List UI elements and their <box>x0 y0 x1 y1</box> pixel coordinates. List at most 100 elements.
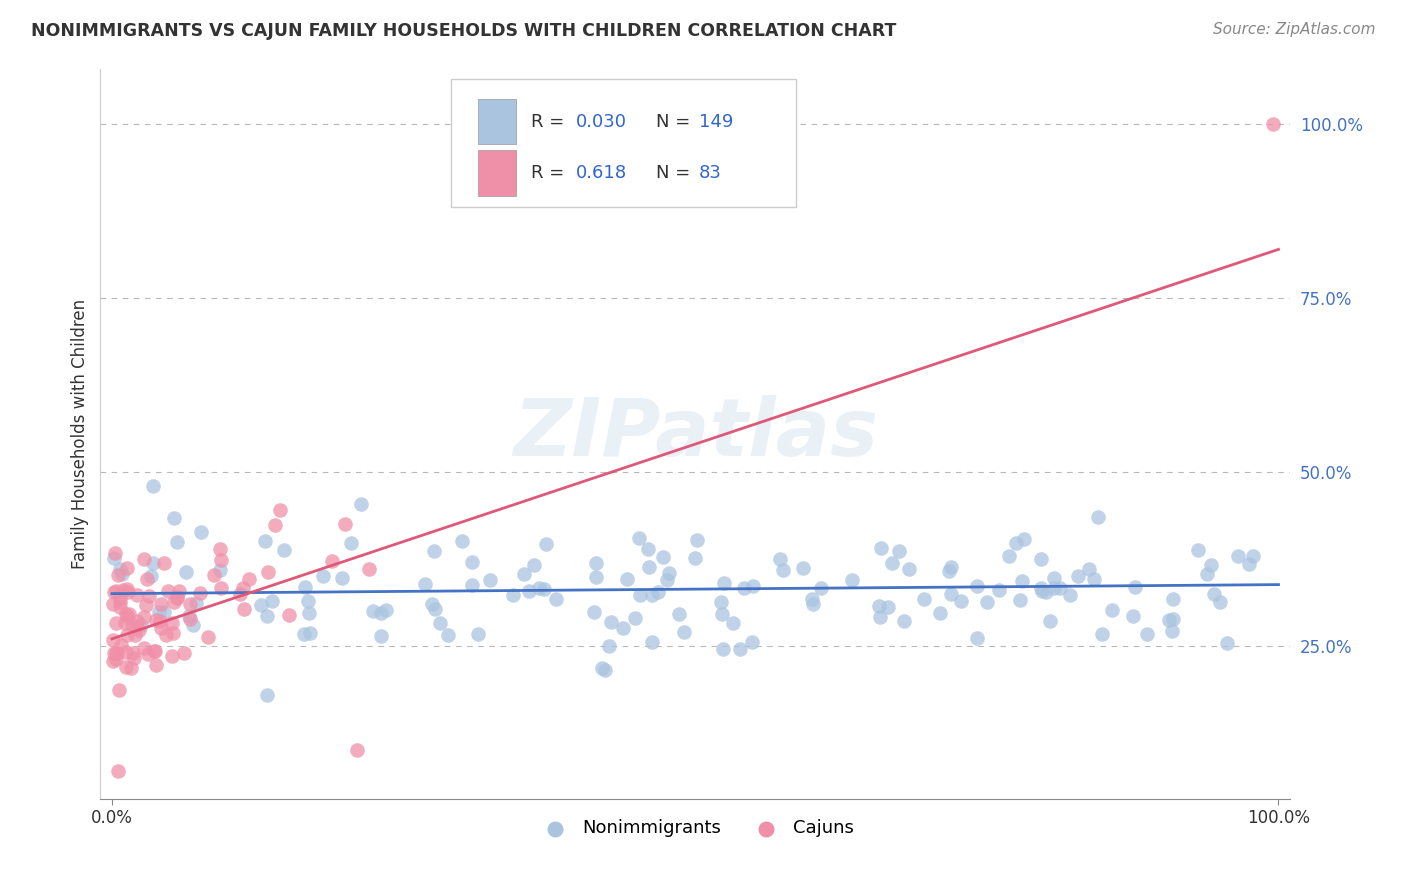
Point <box>897 561 920 575</box>
Text: NONIMMIGRANTS VS CAJUN FAMILY HOUSEHOLDS WITH CHILDREN CORRELATION CHART: NONIMMIGRANTS VS CAJUN FAMILY HOUSEHOLDS… <box>31 22 896 40</box>
Point <box>346 743 368 757</box>
Point <box>1049 581 1071 595</box>
Text: R =: R = <box>531 112 569 131</box>
Point <box>253 534 276 549</box>
Point <box>148 614 170 628</box>
Point <box>420 597 443 611</box>
Point <box>641 588 664 602</box>
Point <box>533 582 555 597</box>
Point <box>269 502 291 516</box>
Point <box>145 657 167 672</box>
Point <box>238 572 260 586</box>
Point <box>1204 587 1226 601</box>
Point <box>149 621 172 635</box>
Point <box>256 688 278 702</box>
Point <box>869 610 891 624</box>
Point <box>868 599 890 614</box>
Point <box>177 609 200 624</box>
Point <box>523 558 546 572</box>
Point <box>413 576 436 591</box>
Point <box>104 652 127 666</box>
Point <box>142 479 165 493</box>
Point <box>1123 580 1146 594</box>
Point <box>1059 588 1081 602</box>
Point <box>134 552 156 566</box>
Point <box>278 608 301 623</box>
Point <box>142 643 165 657</box>
Point <box>209 581 232 595</box>
Point <box>190 524 212 539</box>
Point <box>966 580 988 594</box>
Point <box>125 620 148 634</box>
Point <box>423 602 446 616</box>
FancyBboxPatch shape <box>451 79 796 207</box>
Point <box>104 646 127 660</box>
Point <box>1078 562 1101 576</box>
Point <box>166 590 188 604</box>
Point <box>179 612 201 626</box>
Point <box>928 606 950 620</box>
Point <box>150 597 173 611</box>
Point <box>110 566 132 581</box>
Point <box>105 583 128 598</box>
Point <box>197 630 219 644</box>
Point <box>132 610 155 624</box>
Point <box>628 531 651 545</box>
Point <box>429 615 451 630</box>
Point <box>232 581 254 595</box>
Point <box>741 634 763 648</box>
Point <box>110 639 132 653</box>
Point <box>1087 510 1109 524</box>
Point <box>264 518 287 533</box>
Point <box>229 587 252 601</box>
Point <box>801 597 824 611</box>
Point <box>297 594 319 608</box>
Point <box>1091 627 1114 641</box>
Point <box>641 635 664 649</box>
Point <box>104 616 127 631</box>
FancyBboxPatch shape <box>478 99 516 145</box>
Point <box>1083 573 1105 587</box>
Point <box>188 586 211 600</box>
Point <box>723 616 745 631</box>
Point <box>124 628 146 642</box>
Point <box>673 625 696 640</box>
Point <box>728 641 751 656</box>
Point <box>160 615 183 630</box>
Point <box>1239 558 1261 572</box>
Point <box>841 573 863 587</box>
Text: ZIPatlas: ZIPatlas <box>513 394 877 473</box>
Point <box>1029 552 1052 566</box>
Point <box>939 560 962 574</box>
Point <box>157 583 180 598</box>
Point <box>292 627 315 641</box>
Point <box>370 629 392 643</box>
Point <box>1261 117 1284 131</box>
Point <box>257 565 280 579</box>
Point <box>179 597 201 611</box>
Point <box>938 564 960 578</box>
Point <box>461 578 484 592</box>
Point <box>1187 542 1209 557</box>
Point <box>638 560 661 574</box>
Point <box>110 595 132 609</box>
Point <box>115 628 138 642</box>
Point <box>209 541 232 556</box>
Point <box>612 621 634 635</box>
Point <box>1136 627 1159 641</box>
Point <box>1031 581 1053 595</box>
Point <box>733 581 755 595</box>
Point <box>153 557 176 571</box>
Point <box>108 599 131 614</box>
Point <box>966 632 988 646</box>
Point <box>461 555 484 569</box>
Point <box>103 646 125 660</box>
Point <box>110 562 132 576</box>
Text: R =: R = <box>531 164 569 182</box>
Point <box>988 582 1011 597</box>
Point <box>143 644 166 658</box>
Point <box>107 764 129 778</box>
Point <box>166 534 188 549</box>
Point <box>792 561 814 575</box>
Point <box>108 682 131 697</box>
